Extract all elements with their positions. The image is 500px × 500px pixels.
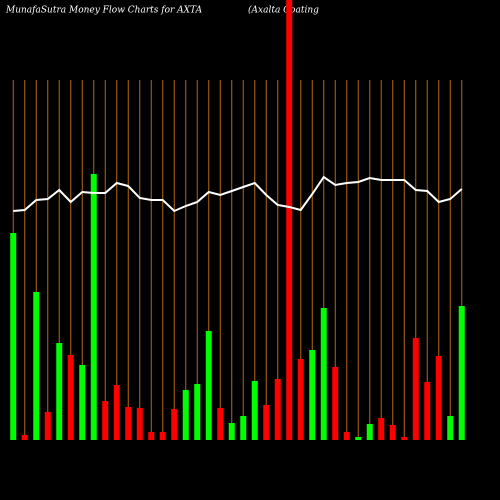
bar (412, 338, 419, 440)
bar (56, 343, 63, 440)
bar (458, 306, 465, 440)
bar (274, 379, 281, 440)
bar (171, 409, 178, 440)
chart-subtitle: (Axalta Coating (248, 5, 319, 16)
bar (21, 435, 28, 440)
bar (102, 401, 109, 440)
bar (79, 365, 86, 440)
money-flow-line (13, 175, 463, 213)
bar (286, 0, 293, 440)
bar (67, 355, 74, 440)
bar (194, 384, 201, 440)
bar (136, 408, 143, 440)
bar (447, 416, 454, 440)
bar (228, 423, 235, 440)
bar (148, 432, 155, 440)
bar (343, 432, 350, 440)
bar (366, 424, 373, 440)
bar (113, 385, 120, 440)
bar (240, 416, 247, 440)
bar (125, 407, 132, 440)
bar (33, 292, 40, 440)
bar (263, 405, 270, 440)
bar (90, 174, 97, 440)
bar (320, 308, 327, 440)
bar (378, 418, 385, 440)
bar (309, 350, 316, 440)
bar (401, 437, 408, 440)
bar (332, 367, 339, 440)
bar (424, 382, 431, 440)
bar (217, 408, 224, 440)
bar (389, 425, 396, 440)
chart-title: MunafaSutra Money Flow Charts for AXTA (5, 6, 203, 16)
bar (205, 331, 212, 440)
bar (297, 359, 304, 440)
bar (435, 356, 442, 440)
bar (159, 432, 166, 440)
bar (10, 233, 17, 440)
bar (44, 412, 51, 440)
bar (355, 437, 362, 440)
bar (251, 381, 258, 440)
bar (182, 390, 189, 440)
